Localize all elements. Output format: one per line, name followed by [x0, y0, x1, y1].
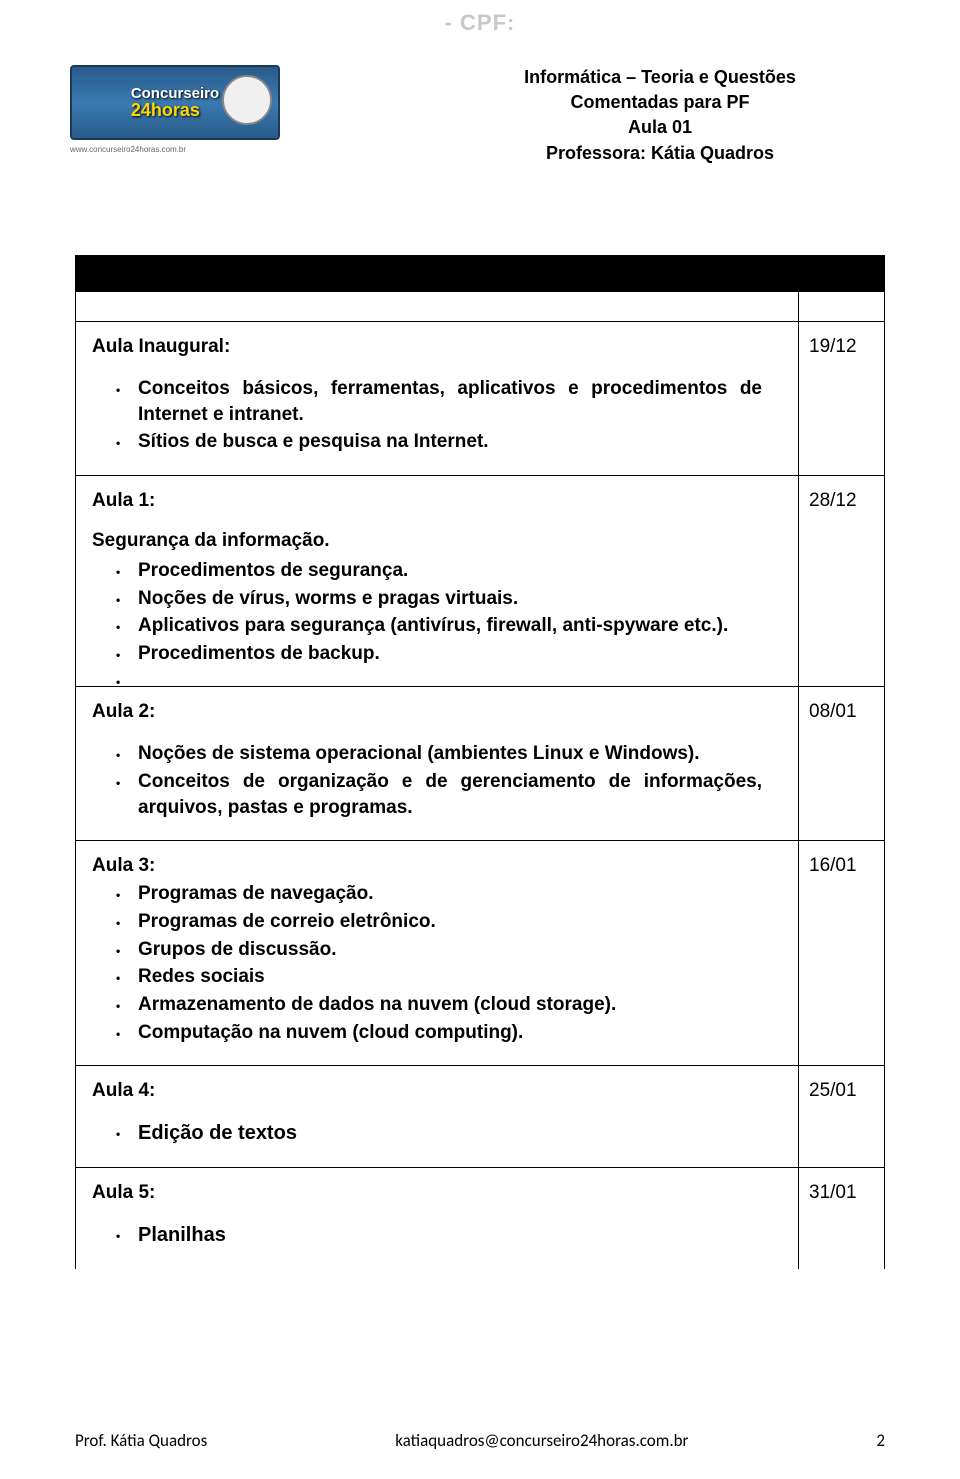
list-item: Procedimentos de segurança. — [138, 558, 782, 584]
footer-author: Prof. Kátia Quadros — [75, 1430, 207, 1451]
footer-email: katiaquadros@concurseiro24horas.com.br — [395, 1430, 688, 1451]
list-item: Armazenamento de dados na nuvem (cloud s… — [138, 992, 782, 1018]
list-item: Noções de sistema operacional (ambientes… — [138, 741, 782, 767]
footer-page-number: 2 — [876, 1430, 885, 1451]
aula-title: Aula Inaugural: — [92, 336, 782, 358]
aula-title: Aula 5: — [92, 1182, 782, 1204]
list-item: Redes sociais — [138, 964, 782, 990]
table-row: Aula 1: Segurança da informação. Procedi… — [76, 475, 885, 687]
list-item: Noções de vírus, worms e pragas virtuais… — [138, 586, 782, 612]
aula-date: 31/01 — [799, 1168, 885, 1270]
header-line2: Comentadas para PF — [430, 90, 890, 115]
list-item: Sítios de busca e pesquisa na Internet. — [138, 429, 782, 455]
aula-title: Aula 4: — [92, 1080, 782, 1102]
table-spacer — [76, 292, 885, 322]
list-item: Procedimentos de backup. — [138, 641, 782, 667]
aula-date: 08/01 — [799, 687, 885, 841]
list-item: Programas de navegação. — [138, 881, 782, 907]
list-item: Conceitos de organização e de gerenciame… — [138, 769, 782, 820]
aula-title: Aula 3: — [92, 855, 782, 877]
table-header-black — [76, 256, 885, 292]
schedule-table: Aula Inaugural: Conceitos básicos, ferra… — [75, 255, 885, 1269]
header-title-block: Informática – Teoria e Questões Comentad… — [430, 65, 890, 166]
bullet-list: Conceitos básicos, ferramentas, aplicati… — [92, 376, 782, 455]
list-item: Computação na nuvem (cloud computing). — [138, 1020, 782, 1046]
bullet-list: Edição de textos — [92, 1120, 782, 1147]
bullet-list: Procedimentos de segurança. Noções de ví… — [92, 558, 782, 667]
logo-url: www.concurseiro24horas.com.br — [70, 145, 186, 154]
list-item: Edição de textos — [138, 1120, 782, 1147]
aula-date: 28/12 — [799, 475, 885, 687]
aula-date: 16/01 — [799, 841, 885, 1066]
bullet-list: Planilhas — [92, 1222, 782, 1249]
aula-subtitle: Segurança da informação. — [92, 530, 782, 552]
list-item: Grupos de discussão. — [138, 937, 782, 963]
table-row: Aula 4: Edição de textos 25/01 — [76, 1066, 885, 1168]
logo-text-bottom: 24horas — [131, 100, 200, 120]
list-item: Planilhas — [138, 1222, 782, 1249]
list-item: Conceitos básicos, ferramentas, aplicati… — [138, 376, 782, 427]
table-row: Aula 5: Planilhas 31/01 — [76, 1168, 885, 1270]
header-line1: Informática – Teoria e Questões — [430, 65, 890, 90]
aula-title: Aula 2: — [92, 701, 782, 723]
page-header: Concurseiro 24horas www.concurseiro24hor… — [70, 65, 890, 166]
list-item: Aplicativos para segurança (antivírus, f… — [138, 613, 782, 639]
aula-date: 25/01 — [799, 1066, 885, 1168]
watermark-cpf: - CPF: — [0, 10, 960, 36]
table-row: Aula 2: Noções de sistema operacional (a… — [76, 687, 885, 841]
header-line4: Professora: Kátia Quadros — [430, 141, 890, 166]
logo-concurseiro: Concurseiro 24horas — [70, 65, 280, 140]
header-line3: Aula 01 — [430, 115, 890, 140]
bullet-list: Noções de sistema operacional (ambientes… — [92, 741, 782, 820]
clock-icon — [222, 75, 272, 125]
table-row: Aula Inaugural: Conceitos básicos, ferra… — [76, 322, 885, 476]
page-footer: Prof. Kátia Quadros katiaquadros@concurs… — [75, 1430, 885, 1451]
aula-date: 19/12 — [799, 322, 885, 476]
list-item: Programas de correio eletrônico. — [138, 909, 782, 935]
bullet-list: Programas de navegação. Programas de cor… — [92, 881, 782, 1045]
table-row: Aula 3: Programas de navegação. Programa… — [76, 841, 885, 1066]
aula-title: Aula 1: — [92, 490, 782, 512]
